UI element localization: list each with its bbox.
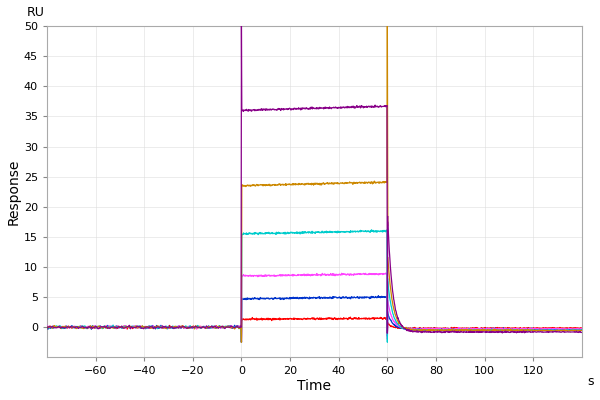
Y-axis label: Response: Response (7, 158, 21, 225)
Text: RU: RU (26, 6, 44, 20)
Text: s: s (587, 376, 594, 388)
X-axis label: Time: Time (298, 379, 331, 393)
